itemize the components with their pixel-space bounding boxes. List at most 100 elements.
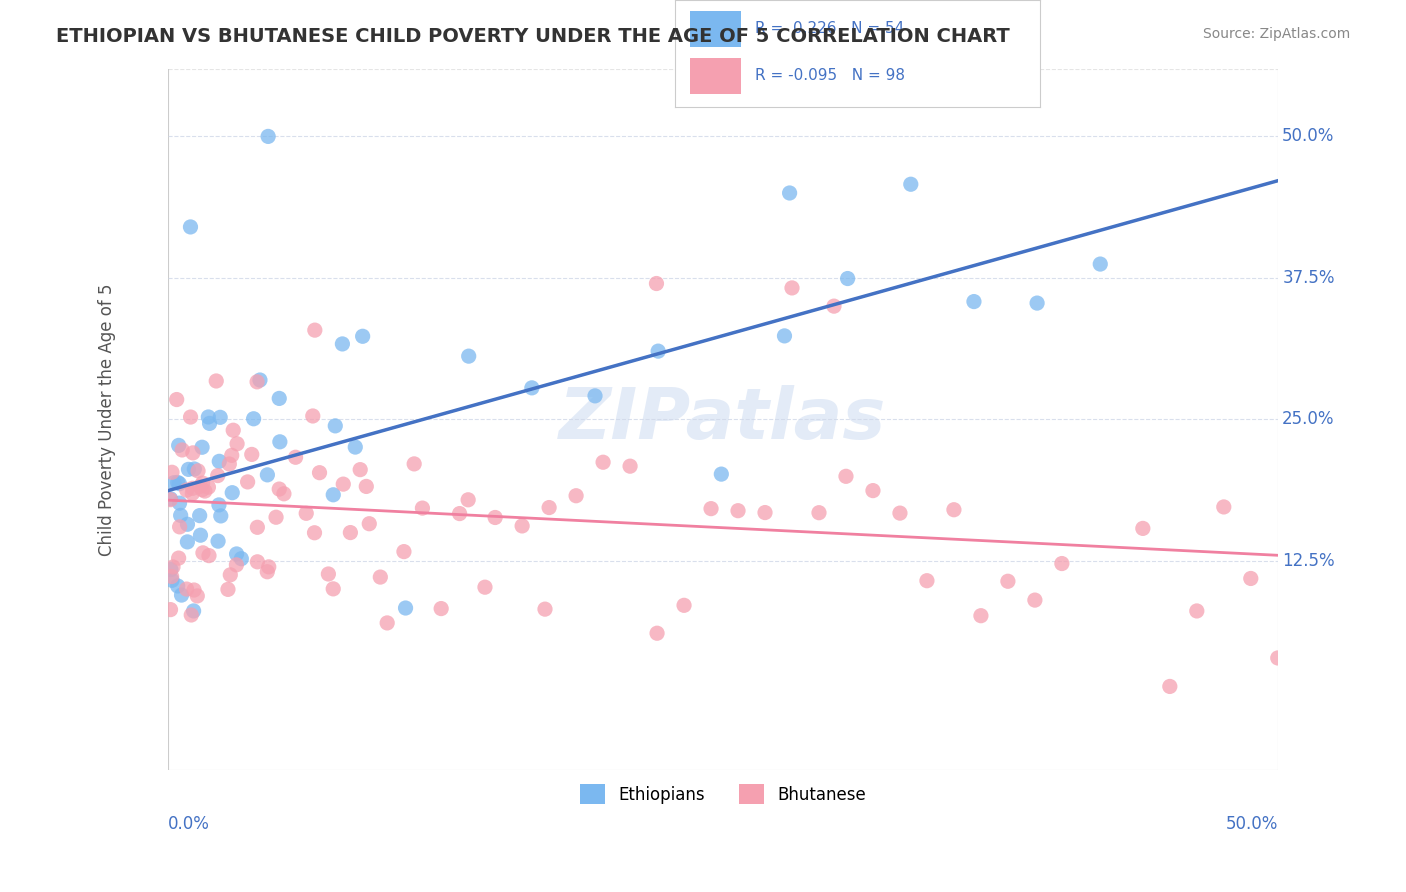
Point (246, 520, 269, 534)
Point (1026, 296, 1049, 310)
Point (269, 482, 291, 496)
Point (176, 483, 198, 497)
Point (942, 502, 965, 516)
Point (246, 375, 269, 389)
Point (181, 446, 204, 460)
Point (207, 468, 229, 483)
Point (160, 465, 183, 479)
Point (474, 580, 496, 594)
Point (1050, 557, 1073, 571)
Point (181, 486, 204, 500)
Bar (689, 11, 741, 47)
Point (172, 442, 194, 457)
Point (332, 337, 354, 351)
Point (673, 599, 696, 613)
Point (520, 381, 543, 395)
Point (160, 574, 183, 588)
Point (249, 373, 271, 387)
Point (166, 475, 188, 490)
Point (915, 574, 938, 588)
Point (394, 601, 416, 615)
Point (218, 457, 240, 471)
Point (823, 299, 845, 313)
Bar (689, 58, 741, 95)
Point (246, 555, 269, 569)
Point (710, 467, 733, 482)
Point (163, 475, 186, 490)
Point (1185, 604, 1208, 618)
Point (963, 294, 986, 309)
Point (322, 488, 344, 502)
Point (180, 607, 202, 622)
Point (449, 507, 471, 521)
Point (167, 438, 190, 452)
Point (592, 455, 614, 469)
Point (411, 501, 433, 516)
Point (221, 448, 243, 462)
Point (534, 602, 557, 616)
Point (225, 547, 247, 561)
Point (1240, 572, 1263, 586)
Text: 25.0%: 25.0% (1282, 410, 1334, 428)
Text: R =  0.226   N = 54: R = 0.226 N = 54 (755, 21, 904, 37)
Point (318, 566, 340, 581)
Point (221, 485, 243, 500)
Point (647, 344, 669, 359)
Point (269, 392, 291, 406)
Point (166, 579, 188, 593)
Point (188, 479, 211, 493)
Point (181, 481, 204, 495)
Point (308, 466, 330, 480)
Point (176, 582, 198, 596)
Point (160, 563, 183, 577)
Point (169, 476, 191, 491)
Point (256, 467, 278, 482)
Point (183, 462, 205, 476)
Point (197, 409, 219, 424)
Point (273, 487, 295, 501)
Point (209, 410, 232, 425)
Point (159, 602, 181, 616)
Point (392, 544, 415, 558)
Point (284, 450, 307, 465)
Point (191, 483, 214, 497)
Point (295, 506, 318, 520)
Point (700, 501, 723, 516)
Point (169, 508, 191, 523)
Point (565, 489, 588, 503)
Point (344, 440, 367, 454)
Point (304, 323, 326, 337)
Point (236, 475, 259, 489)
Point (256, 565, 278, 579)
Point (160, 569, 183, 583)
Point (370, 570, 392, 584)
Point (457, 492, 479, 507)
Text: ZIPatlas: ZIPatlas (560, 384, 887, 454)
Point (159, 492, 181, 507)
Point (510, 519, 533, 533)
Point (773, 329, 796, 343)
Point (538, 500, 561, 515)
Point (900, 178, 922, 192)
Point (1024, 593, 1046, 607)
Point (219, 567, 242, 582)
Text: 50.0%: 50.0% (1282, 128, 1334, 145)
Point (191, 440, 214, 454)
Point (208, 498, 231, 512)
Point (356, 479, 378, 493)
Point (323, 418, 346, 433)
Point (231, 551, 253, 566)
Point (190, 528, 212, 542)
Text: 37.5%: 37.5% (1282, 268, 1334, 287)
Point (191, 546, 214, 560)
Point (198, 417, 221, 431)
Point (183, 582, 205, 597)
Point (217, 582, 239, 597)
Point (322, 582, 344, 596)
Point (349, 463, 371, 477)
Text: 50.0%: 50.0% (1226, 815, 1278, 833)
Point (780, 281, 803, 295)
Point (240, 447, 263, 461)
Point (484, 510, 506, 524)
Point (183, 604, 205, 618)
